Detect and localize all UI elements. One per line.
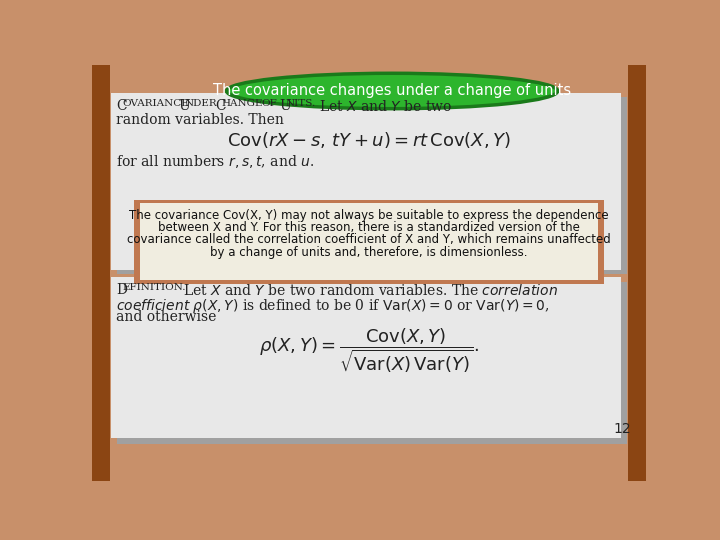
- Ellipse shape: [227, 73, 558, 109]
- Text: OF: OF: [261, 99, 277, 107]
- Text: HANGE: HANGE: [221, 99, 263, 107]
- FancyBboxPatch shape: [117, 97, 627, 274]
- Text: OVARIANCE: OVARIANCE: [122, 99, 189, 107]
- FancyBboxPatch shape: [111, 276, 621, 438]
- FancyBboxPatch shape: [629, 65, 647, 481]
- FancyBboxPatch shape: [117, 282, 627, 444]
- FancyBboxPatch shape: [92, 65, 109, 481]
- Text: C: C: [117, 99, 127, 113]
- Text: 12: 12: [613, 422, 631, 436]
- Text: and otherwise: and otherwise: [117, 310, 217, 325]
- Text: U: U: [178, 99, 190, 113]
- Text: $\mathrm{Cov}(rX - s,\, tY + u) = rt\,\mathrm{Cov}(X, Y)$: $\mathrm{Cov}(rX - s,\, tY + u) = rt\,\m…: [227, 130, 511, 150]
- Text: EFINITION.: EFINITION.: [122, 283, 186, 292]
- Text: The covariance Cov(X, Y) may not always be suitable to express the dependence: The covariance Cov(X, Y) may not always …: [129, 209, 609, 222]
- Text: NITS.: NITS.: [285, 99, 315, 107]
- Text: $\mathit{coefficient}$ $\rho(X, Y)$ is defined to be 0 if $\mathrm{Var}(X) = 0$ : $\mathit{coefficient}$ $\rho(X, Y)$ is d…: [117, 296, 550, 315]
- FancyBboxPatch shape: [140, 204, 598, 280]
- Text: The covariance changes under a change of units: The covariance changes under a change of…: [213, 84, 571, 98]
- Text: between X and Y. For this reason, there is a standardized version of the: between X and Y. For this reason, there …: [158, 221, 580, 234]
- Text: Let $X$ and $Y$ be two: Let $X$ and $Y$ be two: [319, 99, 452, 114]
- Text: D: D: [117, 283, 127, 296]
- Text: by a change of units and, therefore, is dimensionless.: by a change of units and, therefore, is …: [210, 246, 528, 259]
- Text: C: C: [215, 99, 225, 113]
- Text: covariance called the correlation coefficient of X and Y, which remains unaffect: covariance called the correlation coeffi…: [127, 233, 611, 246]
- Text: $\rho(X, Y) = \dfrac{\mathrm{Cov}(X, Y)}{\sqrt{\mathrm{Var}(X)\,\mathrm{Var}(Y)}: $\rho(X, Y) = \dfrac{\mathrm{Cov}(X, Y)}…: [258, 327, 480, 375]
- Text: Let $X$ and $Y$ be two random variables. The $\mathit{correlation}$: Let $X$ and $Y$ be two random variables.…: [183, 283, 557, 298]
- FancyBboxPatch shape: [134, 200, 604, 284]
- Text: U: U: [279, 99, 291, 113]
- FancyBboxPatch shape: [111, 92, 621, 269]
- Text: random variables. Then: random variables. Then: [117, 112, 284, 126]
- Text: NDER: NDER: [184, 99, 217, 107]
- Text: for all numbers $r, s, t$, and $u$.: for all numbers $r, s, t$, and $u$.: [117, 153, 315, 170]
